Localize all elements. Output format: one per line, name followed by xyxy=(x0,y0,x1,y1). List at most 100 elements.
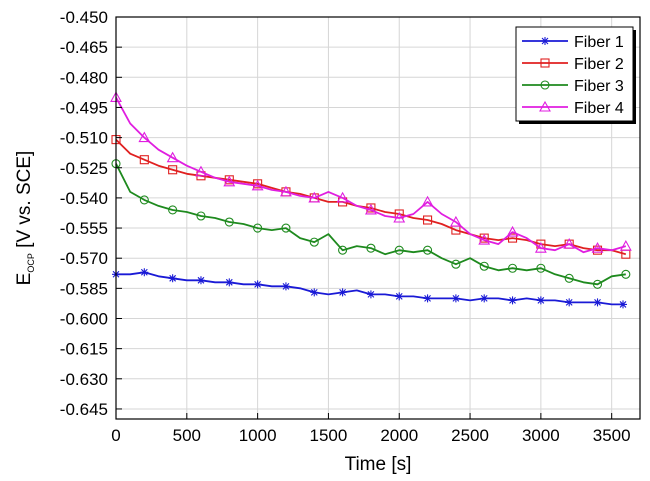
data-point-marker xyxy=(421,195,434,207)
series-line xyxy=(115,163,626,286)
data-point-marker xyxy=(364,203,377,215)
legend-label: Fiber 1 xyxy=(574,34,624,51)
data-point-marker xyxy=(139,195,149,205)
x-tick-label: 0 xyxy=(111,426,120,445)
data-point-marker xyxy=(281,282,290,291)
data-point-marker xyxy=(309,237,319,247)
data-point-marker xyxy=(591,242,604,253)
data-point-marker xyxy=(366,243,376,253)
data-point-marker xyxy=(308,191,321,203)
data-point-marker xyxy=(139,155,149,165)
data-point-marker xyxy=(592,279,603,289)
data-point-marker xyxy=(281,223,291,233)
x-tick-label: 500 xyxy=(173,426,201,445)
y-axis-title-suffix: [V vs. SCE] xyxy=(14,151,35,253)
y-tick-label: -0.600 xyxy=(60,310,108,329)
series-line xyxy=(115,96,627,254)
data-point-marker xyxy=(539,100,551,112)
y-axis-title-main: E xyxy=(14,273,35,286)
data-point-marker xyxy=(196,276,205,285)
data-point-marker xyxy=(619,240,632,251)
data-point-marker xyxy=(168,274,177,283)
data-point-marker xyxy=(451,294,460,303)
y-tick-label: -0.585 xyxy=(60,279,108,298)
data-point-marker xyxy=(196,211,206,221)
data-point-marker xyxy=(338,245,348,255)
y-tick-label: -0.480 xyxy=(60,68,108,87)
x-tick-label: 1500 xyxy=(310,426,348,445)
series-line xyxy=(115,138,627,256)
data-point-marker xyxy=(563,237,576,249)
y-tick-label: -0.495 xyxy=(60,98,108,117)
legend-label: Fiber 4 xyxy=(574,100,624,117)
series-layer xyxy=(110,91,632,309)
y-tick-label: -0.630 xyxy=(60,370,108,389)
y-tick-label: -0.540 xyxy=(60,189,108,208)
x-tick-label: 3000 xyxy=(522,426,560,445)
data-point-marker xyxy=(478,233,491,245)
data-point-marker xyxy=(506,225,519,237)
data-point-marker xyxy=(140,268,149,277)
data-point-marker xyxy=(393,211,406,223)
data-point-marker xyxy=(336,191,349,203)
legend-box xyxy=(515,26,634,122)
y-axis-title: EOCP [V vs. SCE] xyxy=(14,151,36,286)
data-point-marker xyxy=(280,185,292,197)
grid-lines xyxy=(115,16,640,419)
data-point-marker xyxy=(251,179,264,191)
data-point-marker xyxy=(395,292,404,301)
data-point-marker xyxy=(565,298,574,307)
data-point-marker xyxy=(310,288,319,297)
tick-labels: -0.450 -0.465 -0.480 -0.495 -0.510 -0.525 -0.5… xyxy=(60,8,631,445)
legend: Fiber 1 Fiber 2 Fiber 3 Fiber 4 xyxy=(515,26,636,124)
data-point-marker xyxy=(195,165,207,177)
legend-item: Fiber 4 xyxy=(522,100,624,117)
legend-item: Fiber 1 xyxy=(522,34,624,51)
data-point-marker xyxy=(423,294,432,303)
x-tick-label: 2000 xyxy=(380,426,418,445)
series-1 xyxy=(112,268,628,309)
data-point-marker xyxy=(508,296,517,305)
series-3 xyxy=(111,159,631,289)
data-point-marker xyxy=(253,280,262,289)
data-point-marker xyxy=(480,294,489,303)
y-tick-label: -0.510 xyxy=(60,129,108,148)
data-point-marker xyxy=(619,300,628,309)
y-tick-label: -0.645 xyxy=(60,400,108,419)
data-point-marker xyxy=(621,269,631,279)
legend-label: Fiber 3 xyxy=(574,78,624,95)
x-tick-label: 1000 xyxy=(239,426,277,445)
data-point-marker xyxy=(449,215,462,227)
data-point-marker xyxy=(507,263,518,273)
data-point-marker xyxy=(479,261,489,271)
data-point-marker xyxy=(138,131,151,143)
ticks xyxy=(115,16,613,419)
data-point-marker xyxy=(593,298,602,307)
data-point-marker xyxy=(540,58,550,68)
x-axis-title: Time [s] xyxy=(345,454,412,475)
data-point-marker xyxy=(224,217,234,227)
data-point-marker xyxy=(536,296,545,305)
data-point-marker xyxy=(366,290,375,299)
legend-label: Fiber 2 xyxy=(574,56,624,73)
data-point-marker xyxy=(564,273,574,283)
y-tick-label: -0.615 xyxy=(60,340,108,359)
y-axis-title-subscript: OCP xyxy=(26,253,36,273)
series-2 xyxy=(111,135,631,259)
data-point-marker xyxy=(423,245,433,255)
data-point-marker xyxy=(225,278,234,287)
x-tick-label: 3500 xyxy=(593,426,631,445)
y-tick-label: -0.570 xyxy=(60,249,108,268)
data-point-marker xyxy=(338,288,347,297)
data-point-marker xyxy=(168,205,178,215)
data-point-marker xyxy=(507,233,518,243)
data-point-marker xyxy=(168,165,178,175)
data-point-marker xyxy=(394,245,404,255)
data-point-marker xyxy=(423,215,433,225)
data-point-marker xyxy=(223,175,236,187)
y-tick-label: -0.525 xyxy=(60,159,108,178)
data-point-marker xyxy=(253,223,263,233)
plot-frame xyxy=(115,16,641,420)
y-tick-label: -0.450 xyxy=(60,8,108,27)
